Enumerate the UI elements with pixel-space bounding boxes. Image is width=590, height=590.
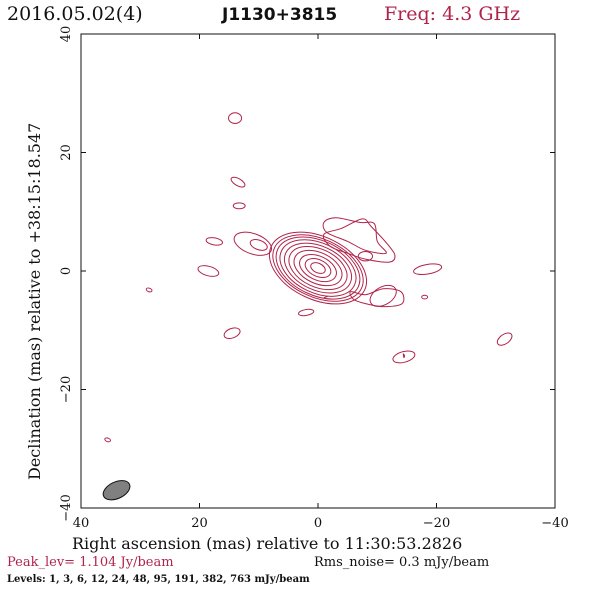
peak-level: Peak_lev= 1.104 Jy/beam: [7, 555, 174, 570]
y-tick-label: −20: [59, 376, 74, 403]
core-contour: [275, 236, 361, 300]
extension-contour: [323, 296, 328, 299]
source-name: J1130+3815: [221, 5, 337, 25]
core-contour: [272, 234, 364, 302]
core-contour: [293, 249, 343, 287]
component-contour: [197, 265, 220, 277]
rms-noise: Rms_noise= 0.3 mJy/beam: [314, 555, 489, 570]
x-tick-label: 40: [73, 516, 90, 531]
y-tick-label: 0: [59, 267, 74, 275]
extension-contour: [322, 217, 387, 255]
y-tick-label: 20: [59, 144, 74, 161]
component-contour: [233, 231, 273, 256]
contour-levels: Levels: 1, 3, 6, 12, 24, 48, 95, 191, 38…: [7, 574, 310, 585]
core-contour: [310, 262, 326, 274]
extension-contour: [322, 218, 396, 263]
x-tick-label: 0: [314, 516, 322, 531]
component-contour: [249, 239, 268, 251]
y-tick-label: −40: [59, 494, 74, 521]
component-contour: [228, 112, 243, 124]
y-tick-label: 40: [59, 26, 74, 43]
y-axis-title: Declination (mas) relative to +38:15:18.…: [25, 123, 44, 480]
component-contour: [145, 287, 153, 293]
core-contour: [299, 253, 337, 283]
component-contour: [496, 332, 513, 346]
extension-contour: [349, 288, 405, 308]
x-axis-title: Right ascension (mas) relative to 11:30:…: [72, 534, 462, 553]
core-contour: [288, 245, 348, 291]
extension-contour: [402, 353, 406, 359]
component-contour: [230, 176, 246, 188]
axis-ticks: 40 20 0 −20 −40 −40 −20 0 20 40: [59, 26, 569, 531]
core-contour: [283, 242, 353, 294]
plot-frame: [80, 33, 556, 509]
component-contour: [369, 284, 397, 307]
component-contour: [392, 350, 416, 364]
x-tick-label: −40: [541, 516, 568, 531]
observation-date: 2016.05.02(4): [7, 3, 143, 25]
component-contour: [223, 327, 241, 339]
beam-layer: [102, 480, 131, 501]
component-contour: [421, 294, 429, 300]
frequency-label: Freq: 4.3 GHz: [384, 3, 520, 25]
x-tick-label: −20: [423, 516, 450, 531]
component-contour: [104, 437, 112, 443]
component-contour: [232, 202, 246, 210]
component-contour: [357, 250, 374, 262]
restoring-beam: [102, 480, 131, 501]
component-contour: [413, 263, 443, 276]
contour-layer: [104, 112, 513, 443]
component-contour: [205, 237, 224, 246]
x-tick-label: 20: [191, 516, 208, 531]
component-contour: [298, 308, 315, 317]
core-contour: [304, 258, 332, 279]
